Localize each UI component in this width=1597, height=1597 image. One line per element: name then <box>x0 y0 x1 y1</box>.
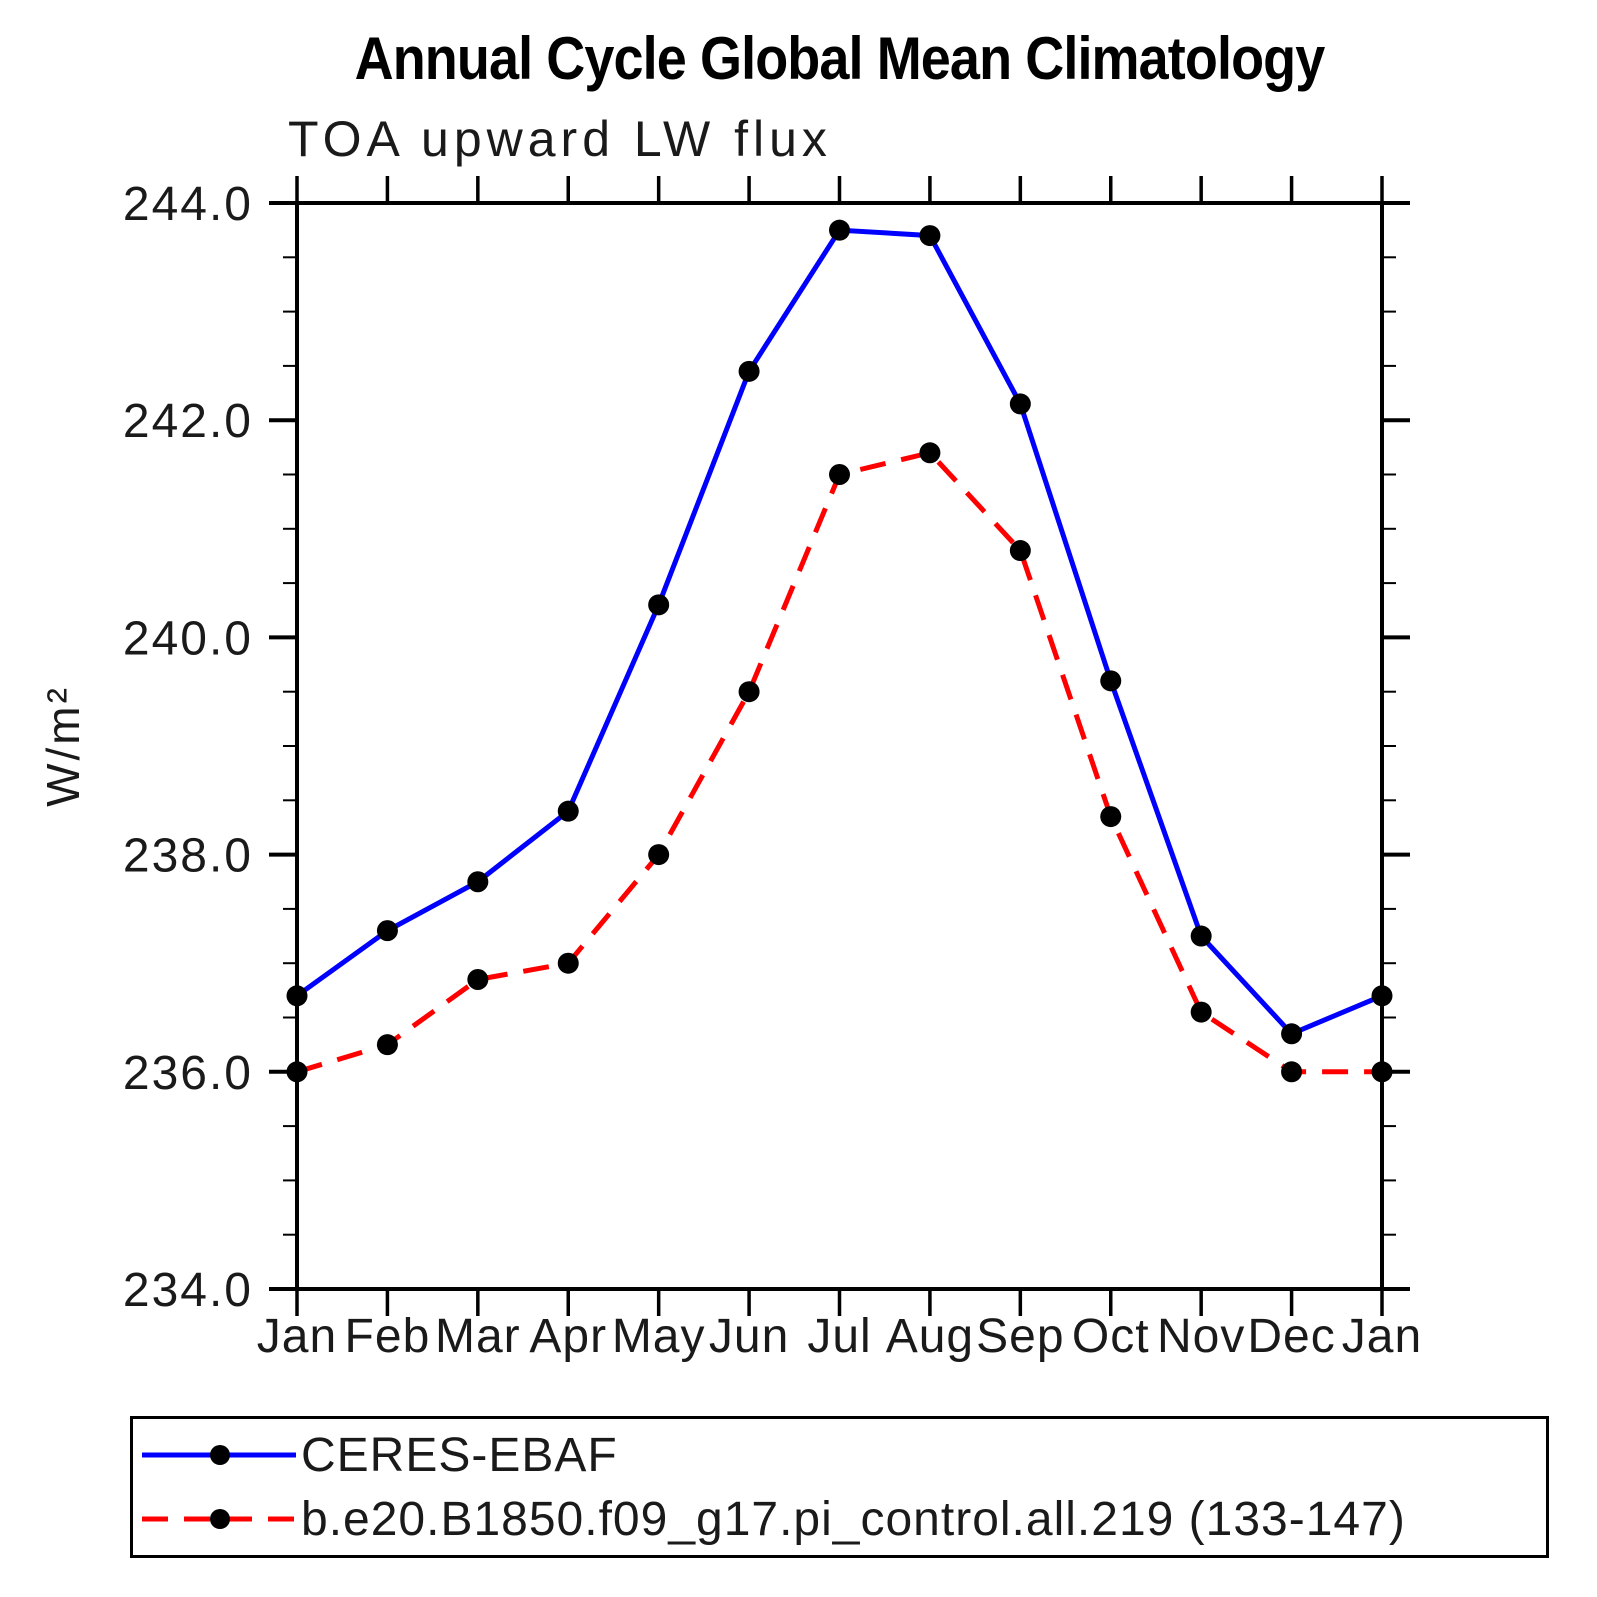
y-axis-tick-label: 242.0 <box>123 395 253 448</box>
x-axis-tick-label: Jun <box>709 1310 789 1363</box>
data-point-marker <box>1190 1001 1212 1023</box>
legend-marker-dot <box>210 1509 230 1529</box>
x-axis-tick-label: Jan <box>257 1310 337 1363</box>
data-point-marker <box>286 1061 308 1083</box>
legend-swatch-dashed-line <box>142 1509 296 1529</box>
legend-swatch-solid-line <box>142 1445 296 1465</box>
data-point-marker <box>467 968 489 990</box>
x-axis-tick-label: Feb <box>345 1310 431 1363</box>
data-point-marker <box>1100 670 1122 692</box>
data-point-marker <box>1100 806 1122 828</box>
x-axis-tick-label: Sep <box>976 1310 1064 1363</box>
data-point-marker <box>1281 1061 1303 1083</box>
x-axis-tick-label: May <box>612 1310 706 1363</box>
x-axis-tick-label: Dec <box>1247 1310 1335 1363</box>
data-point-marker <box>376 920 398 942</box>
data-point-marker <box>648 844 670 866</box>
y-axis-tick-label: 244.0 <box>123 178 253 231</box>
plot-box <box>295 201 1384 1291</box>
data-point-marker <box>648 594 670 616</box>
data-point-marker <box>1009 393 1031 415</box>
legend-marker-dot <box>210 1445 230 1465</box>
y-axis-tick-label: 236.0 <box>123 1047 253 1100</box>
data-point-marker <box>919 442 941 464</box>
data-point-marker <box>1009 540 1031 562</box>
series-line-ceres-ebaf <box>295 227 1383 1037</box>
data-point-marker <box>1371 1061 1393 1083</box>
y-axis-tick-label: 238.0 <box>123 830 253 883</box>
data-point-marker <box>557 952 579 974</box>
series-line-model-run <box>296 450 1382 1075</box>
data-point-marker <box>829 219 850 241</box>
x-axis-tick-label: Mar <box>435 1310 521 1363</box>
legend-label: b.e20.B1850.f09_g17.pi_control.all.219 (… <box>301 1492 1406 1546</box>
legend-item-ceres-ebaf: CERES-EBAF <box>136 1423 618 1487</box>
data-point-marker <box>467 871 489 893</box>
legend-label: CERES-EBAF <box>301 1428 618 1482</box>
legend-item-model-run: b.e20.B1850.f09_g17.pi_control.all.219 (… <box>136 1487 1406 1551</box>
y-axis-tick-label: 234.0 <box>123 1264 253 1317</box>
data-point-marker <box>829 464 850 485</box>
y-axis-tick-label: 240.0 <box>123 612 253 665</box>
data-point-marker <box>738 360 760 382</box>
x-axis-tick-label: Apr <box>529 1310 607 1363</box>
chart-subtitle: TOA upward LW flux <box>288 111 832 167</box>
x-axis-tick-label: Nov <box>1157 1310 1245 1363</box>
data-point-marker <box>1281 1023 1303 1045</box>
data-point-marker <box>286 985 308 1007</box>
data-point-marker <box>376 1034 398 1056</box>
x-axis-tick-label: Jan <box>1342 1310 1422 1363</box>
x-axis-tick-label: Oct <box>1072 1310 1150 1363</box>
legend-box: CERES-EBAF b.e20.B1850.f09_g17.pi_contro… <box>130 1416 1549 1558</box>
data-point-marker <box>557 800 579 822</box>
chart-title: Annual Cycle Global Mean Climatology <box>354 25 1326 92</box>
data-point-marker <box>1190 925 1212 947</box>
x-axis-tick-label: Aug <box>886 1310 974 1363</box>
data-point-marker <box>919 225 941 247</box>
data-point-marker <box>1371 985 1393 1007</box>
data-point-marker <box>738 681 760 703</box>
x-axis-tick-label: Jul <box>807 1310 871 1363</box>
